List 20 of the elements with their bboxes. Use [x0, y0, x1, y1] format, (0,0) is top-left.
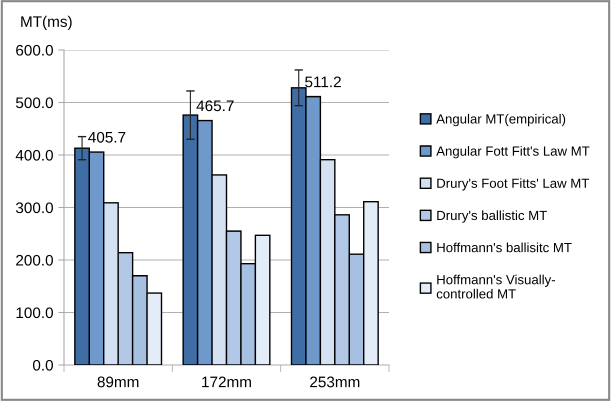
y-tick-label: 0.0 [32, 360, 53, 371]
x-tick-label: 172mm [202, 376, 251, 388]
y-tick-label: 200.0 [16, 254, 53, 266]
legend-label: Angular MT(empirical) [436, 114, 566, 126]
data-label: 511.2 [305, 76, 341, 88]
y-tick-label: 300.0 [16, 202, 53, 214]
x-tick-label: 89mm [98, 376, 138, 388]
y-tick-label: 400.0 [16, 150, 53, 161]
y-tick-label: 600.0 [16, 44, 53, 56]
legend-label: Angular Fott Fitt's Law MT [436, 146, 590, 158]
data-label: 465.7 [196, 100, 234, 112]
legend-label: Drury's ballistic MT [437, 210, 547, 223]
y-tick-label: 500.0 [16, 97, 53, 108]
legend-label: Drury's Foot Fitts' Law MT [437, 178, 590, 191]
x-tick-label: 253mm [310, 376, 360, 388]
data-label: 405.7 [88, 132, 126, 143]
y-axis-title: MT(ms) [21, 16, 72, 30]
y-tick-label: 100.0 [16, 307, 53, 318]
legend-label: Hoffmann's ballisitc MT [437, 242, 572, 252]
legend-label: Hoffmann's Visually- controlled MT [436, 274, 556, 299]
